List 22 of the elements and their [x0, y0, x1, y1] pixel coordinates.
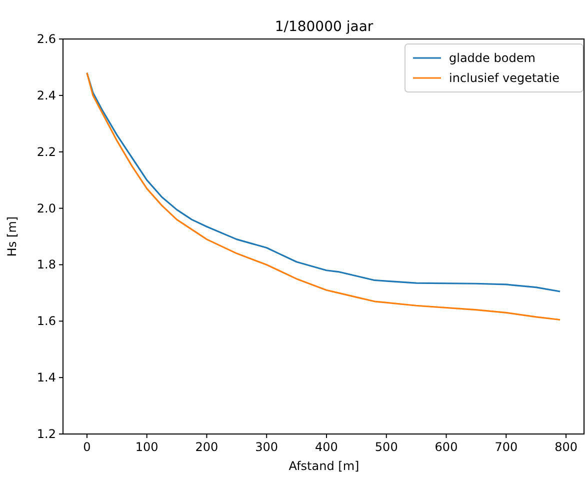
- legend-label: gladde bodem: [449, 51, 536, 65]
- y-tick-label: 1.6: [36, 314, 56, 328]
- x-tick-label: 400: [315, 440, 338, 454]
- x-tick-label: 200: [195, 440, 218, 454]
- x-tick-label: 600: [434, 440, 458, 454]
- chart-title: 1/180000 jaar: [274, 19, 374, 35]
- x-tick-label: 500: [374, 440, 398, 454]
- x-tick-label: 700: [494, 440, 518, 454]
- x-axis-title: Afstand [m]: [288, 459, 360, 473]
- y-tick-label: 1.4: [36, 370, 56, 385]
- y-axis-title: Hs [m]: [5, 216, 19, 257]
- y-tick-label: 2.0: [36, 201, 56, 216]
- y-tick-label: 2.2: [36, 144, 56, 159]
- y-tick-label: 1.2: [36, 427, 56, 441]
- legend-label: inclusief vegetatie: [449, 71, 560, 85]
- x-tick-label: 0: [83, 440, 91, 454]
- x-tick-label: 100: [135, 440, 158, 454]
- y-tick-label: 1.8: [36, 258, 56, 272]
- x-tick-label: 800: [554, 440, 578, 454]
- x-tick-label: 300: [255, 440, 278, 454]
- y-tick-label: 2.6: [36, 32, 56, 46]
- y-tick-label: 2.4: [36, 88, 56, 102]
